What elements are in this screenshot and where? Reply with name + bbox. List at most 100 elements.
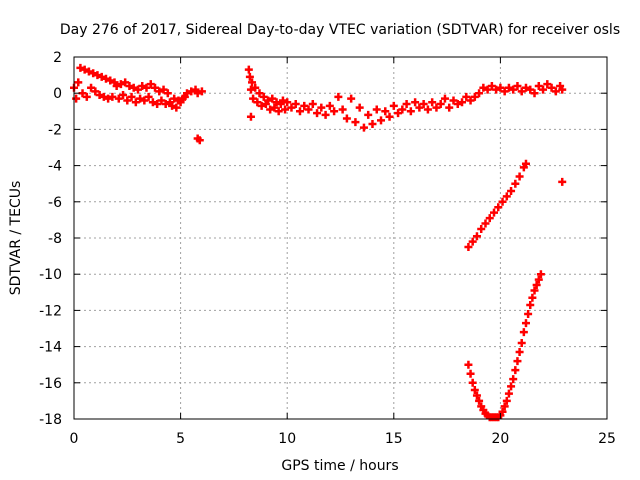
data-point [477,224,486,233]
y-tick-label: -6 [48,195,62,211]
data-point [195,136,204,145]
data-point [253,98,262,107]
data-point [475,396,484,405]
data-point [131,98,140,107]
data-point [172,103,181,112]
data-point [125,81,134,90]
data-point [355,103,364,112]
data-point [144,92,153,101]
data-point [338,105,347,114]
data-point [334,92,343,101]
data-point [515,348,524,357]
x-axis-ticks: 0 5 10 15 20 25 [70,57,616,447]
data-point [534,275,543,284]
data-point [80,65,89,74]
data-point [464,360,473,369]
data-point [121,78,130,87]
data-point [268,94,277,103]
data-point [483,85,492,94]
data-point [330,107,339,116]
data-point [87,83,96,92]
data-point [543,80,552,89]
data-point [108,92,117,101]
data-point [278,96,287,105]
data-point [551,87,560,96]
data-point [468,237,477,246]
data-point [381,107,390,116]
data-point [526,300,535,309]
data-point [472,232,481,241]
data-point [521,159,530,168]
data-point [127,92,136,101]
data-point [246,85,255,94]
data-point [182,89,191,98]
x-tick-label: 0 [70,431,79,447]
data-point [475,89,484,98]
data-point [547,83,556,92]
data-point [74,78,83,87]
data-point [462,92,471,101]
data-point [140,96,149,105]
data-point [519,328,528,337]
data-point [526,85,535,94]
data-point [509,85,518,94]
data-point [246,112,255,121]
data-point [161,100,170,109]
data-point [112,81,121,90]
data-point [464,243,473,252]
data-point [466,96,475,105]
data-point [524,310,533,319]
data-point [151,83,160,92]
data-point [468,378,477,387]
data-point [539,85,548,94]
data-point [153,100,162,109]
x-axis-label: GPS time / hours [281,458,398,474]
data-point [487,81,496,90]
data-point [490,208,499,217]
data-point [313,109,322,118]
data-point [432,103,441,112]
data-point [513,81,522,90]
data-point [93,71,102,80]
chart-title: Day 276 of 2017, Sidereal Day-to-day VTE… [60,22,620,38]
x-tick-label: 15 [385,431,403,447]
data-point [528,293,537,302]
data-point [138,81,147,90]
data-point [142,83,151,92]
data-point [133,85,142,94]
data-point [274,107,283,116]
y-tick-label: -14 [39,340,62,356]
data-point [500,402,509,411]
data-point [300,101,309,110]
data-point [163,89,172,98]
data-point [453,100,462,109]
data-point [470,386,479,395]
data-point [251,83,260,92]
data-point [511,366,520,375]
data-point [255,89,264,98]
data-point [266,105,275,114]
y-tick-label: -4 [48,159,62,175]
data-point [116,80,125,89]
data-point [283,98,292,107]
data-point [517,87,526,96]
data-point [193,89,202,98]
data-point [364,110,373,119]
data-point [84,67,93,76]
data-point [532,281,541,290]
data-point [119,91,128,100]
data-point [187,87,196,96]
data-point [281,105,290,114]
data-point [558,177,567,186]
data-point [472,391,481,400]
data-point [406,107,415,116]
y-tick-label: 2 [53,50,62,66]
data-point [394,109,403,118]
data-point [377,116,386,125]
data-point [259,92,268,101]
y-tick-label: -16 [39,376,62,392]
data-point [76,63,85,72]
data-point [502,192,511,201]
data-point [521,319,530,328]
